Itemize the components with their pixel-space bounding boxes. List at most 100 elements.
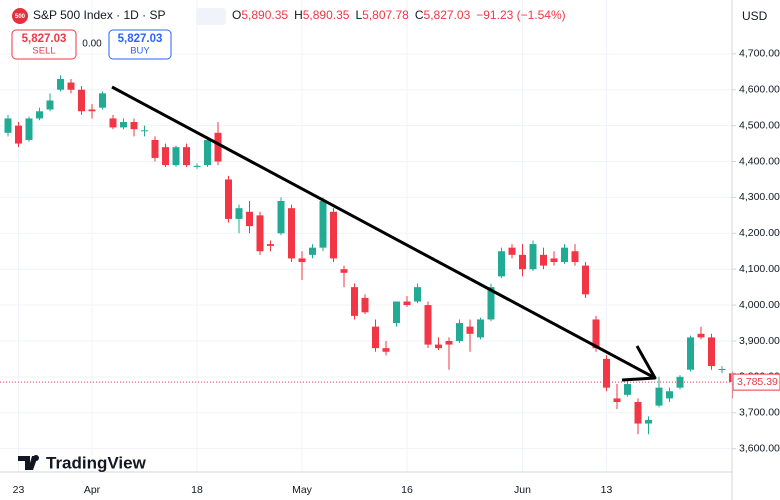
ohlc-label: H (294, 8, 303, 22)
candle-body (718, 368, 726, 370)
candle-body (582, 265, 589, 295)
trend-arrowhead (621, 345, 657, 382)
candle-body (466, 326, 474, 334)
candle-body (603, 358, 610, 388)
candle-body (309, 247, 316, 255)
candle-body (288, 208, 295, 259)
x-tick-label: 18 (191, 484, 203, 496)
y-tick-label: 3,600.00 (739, 442, 780, 454)
candle-body (193, 165, 201, 167)
candle-body (120, 122, 127, 128)
y-tick-label: 4,600.00 (739, 84, 780, 96)
y-tick-label: 3,900.00 (739, 335, 780, 347)
plot-area (0, 0, 736, 472)
x-tick-label: Apr (84, 484, 101, 496)
ohlc-value: 5,827.03 (424, 8, 471, 22)
candle-body (204, 139, 211, 166)
currency: USD (742, 9, 768, 23)
logo (12, 8, 28, 24)
candle-body (435, 344, 442, 349)
indicator-button[interactable] (196, 8, 226, 25)
candle-body (666, 391, 673, 399)
brand-logo (18, 454, 40, 470)
candle-body (624, 384, 631, 395)
buy-label: BUY (130, 46, 150, 57)
trend-line (111, 85, 656, 380)
candle-body (519, 254, 526, 270)
candle-body (498, 251, 505, 277)
candle-body (256, 215, 264, 252)
candle-body (445, 340, 453, 345)
x-tick-label: 23 (13, 484, 25, 496)
x-tick-label: May (292, 484, 313, 496)
candle-body (183, 147, 190, 166)
candle-body (393, 301, 400, 324)
candle-body (550, 258, 558, 263)
candle-body (214, 132, 222, 162)
candle-body (4, 118, 12, 133)
candle-body (330, 211, 337, 259)
candle-body (67, 82, 75, 90)
candle-body (267, 244, 274, 246)
ohlc-label: C (415, 8, 424, 22)
candle-body (477, 319, 484, 338)
change: −91.23 (−1.54%) (476, 8, 565, 22)
candle-body (456, 323, 463, 341)
candle-body (372, 326, 379, 349)
y-tick-label: 4,500.00 (739, 119, 780, 131)
logo-text: 500 (15, 14, 26, 20)
y-tick-label: 4,300.00 (739, 191, 780, 203)
candle-body (634, 402, 642, 424)
sell-button[interactable] (11, 29, 77, 60)
candle-body (235, 208, 243, 219)
candle-body (130, 122, 138, 130)
candle-body (99, 93, 106, 108)
candle-body (571, 251, 579, 263)
candle-body (36, 111, 43, 119)
candle-body (708, 337, 715, 367)
candle-body (46, 100, 54, 110)
candle-body (78, 89, 85, 112)
candle-body (172, 147, 180, 166)
candle-body (15, 125, 22, 144)
y-tick-label: 4,200.00 (739, 227, 780, 239)
candle-body (613, 398, 621, 403)
y-tick-label: 4,100.00 (739, 263, 780, 275)
sell-label: SELL (32, 46, 55, 57)
sell-price: 5,827.03 (22, 33, 67, 45)
candle-body (225, 179, 232, 219)
candle-body (340, 269, 348, 273)
candle-body (403, 301, 411, 306)
candle-body (109, 118, 117, 128)
candle-body (277, 201, 285, 234)
candle-body (561, 247, 568, 263)
candle-body (687, 337, 694, 370)
ohlc-label: L (355, 8, 362, 22)
candle-body (141, 130, 148, 132)
candle-body (487, 287, 495, 320)
candle-body (655, 387, 663, 406)
candle-body (361, 297, 369, 313)
candle-body (592, 319, 600, 349)
ohlc: O5,890.35 H5,890.35 L5,807.78 C5,827.03 −91.… (232, 8, 566, 22)
candle-body (246, 211, 253, 227)
candle-body (697, 333, 705, 338)
candle-body (540, 254, 547, 266)
symbol: S&P 500 Index · 1D · SP (33, 8, 166, 22)
candle-body (508, 247, 516, 255)
candle-body (676, 376, 684, 388)
candle-body (298, 258, 306, 263)
x-tick-label: 13 (601, 484, 613, 496)
last-price-label: 3,785.39 (737, 376, 778, 388)
buy-button[interactable] (108, 29, 172, 60)
spread: 0.00 (82, 39, 102, 50)
candle-body (424, 305, 432, 345)
candle-body (351, 287, 358, 316)
y-tick-label: 3,700.00 (739, 407, 780, 419)
candle-body (88, 109, 96, 112)
y-tick-label: 4,700.00 (739, 48, 780, 60)
candle-body (151, 139, 159, 158)
candle-body (162, 147, 169, 166)
candle-body (25, 118, 33, 140)
